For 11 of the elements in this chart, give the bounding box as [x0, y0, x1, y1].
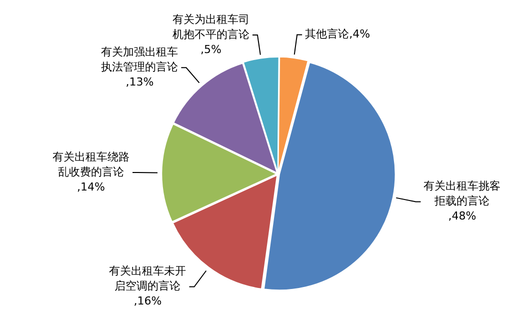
data-label: ,14%: [77, 180, 105, 194]
slice-label: 其他言论,4%: [305, 28, 370, 41]
data-label: ,5%: [200, 42, 222, 56]
data-label: ,16%: [134, 294, 162, 308]
slice-label: 有关出租车绕路乱收费的言论: [52, 150, 130, 178]
slice-label: 有关为出租车司机抱不平的言论: [172, 12, 250, 41]
slice-label: 有关加强出租车执法管理的言论: [101, 46, 178, 74]
slice-label: 有关出租车挑客拒载的言论: [424, 180, 501, 208]
slice-label: 有关出租车未开启空调的言论: [109, 264, 186, 293]
data-label: ,48%: [448, 210, 476, 223]
data-label: ,13%: [126, 76, 154, 88]
